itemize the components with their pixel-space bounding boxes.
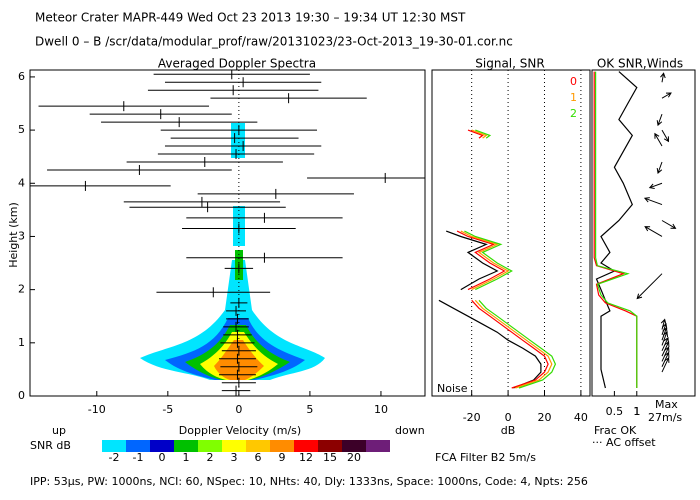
- x-tick-label: -10: [88, 403, 106, 416]
- label: SNR dB: [30, 439, 71, 452]
- colorbar-box: [366, 440, 390, 452]
- y-tick-label: 0: [18, 389, 25, 402]
- colorbar-label: 6: [255, 451, 262, 464]
- colorbar-label: 1: [183, 451, 190, 464]
- header-line: Dwell 0 – B /scr/data/modular_prof/raw/2…: [35, 35, 513, 49]
- wind-arrow: [661, 336, 669, 352]
- signal-line: [438, 230, 542, 389]
- x-tick-label: 1: [634, 405, 641, 418]
- x-tick-label: 40: [574, 411, 588, 424]
- colorbar-label: 9: [279, 451, 286, 464]
- label: Noise: [437, 382, 468, 395]
- y-tick-label: 1: [18, 336, 25, 349]
- y-tick-label: 5: [18, 123, 25, 136]
- legend-entry: 1: [570, 91, 577, 104]
- colorbar-box: [318, 440, 342, 452]
- panel-title: Signal, SNR: [475, 57, 544, 71]
- wind-arrow: [644, 226, 663, 237]
- wind-arrow: [661, 351, 670, 367]
- colorbar-box: [198, 440, 222, 452]
- colorbar-box: [246, 440, 270, 452]
- header-line: Meteor Crater MAPR-449 Wed Oct 23 2013 1…: [35, 11, 466, 25]
- colorbar-label: 15: [323, 451, 337, 464]
- x-tick-label: 1: [633, 405, 640, 418]
- y-axis-label: Height (km): [7, 202, 20, 268]
- label: FCA Filter B2 5m/s: [435, 451, 536, 464]
- x-axis-label: Doppler Velocity (m/s): [179, 424, 301, 437]
- colorbar-label: 12: [299, 451, 313, 464]
- x-tick-label: 20: [537, 411, 551, 424]
- signal-line: [460, 129, 553, 389]
- wind-arrow: [636, 273, 663, 300]
- x-tick-label: 10: [374, 403, 388, 416]
- colorbar-label: -1: [133, 451, 144, 464]
- colorbar-label: 20: [347, 451, 361, 464]
- y-tick-label: 4: [18, 176, 25, 189]
- label: Max: [655, 398, 678, 411]
- legend-entry: 0: [570, 75, 577, 88]
- label: ··· AC offset: [592, 436, 656, 449]
- footer: IPP: 53μs, PW: 1000ns, NCI: 60, NSpec: 1…: [30, 475, 588, 488]
- panel-frame: [29, 69, 426, 397]
- colorbar-box: [222, 440, 246, 452]
- colorbar-box: [342, 440, 366, 452]
- signal-line: [464, 129, 557, 389]
- label: 27m/s: [648, 411, 682, 424]
- colorbar-label: 2: [207, 451, 214, 464]
- x-tick-label: 0: [505, 411, 512, 424]
- colorbar-label: 0: [159, 451, 166, 464]
- wind-arrow: [661, 346, 670, 362]
- panel-frame: [431, 69, 591, 397]
- wind-arrow: [660, 72, 666, 83]
- frac-ok-line: [593, 71, 638, 388]
- x-axis-label: dB: [501, 424, 516, 437]
- wind-arrow: [643, 197, 663, 206]
- panel-title: Averaged Doppler Spectra: [158, 57, 316, 71]
- y-tick-label: 6: [18, 70, 25, 83]
- colorbar-box: [174, 440, 198, 452]
- wind-arrow: [661, 220, 677, 229]
- wind-arrow: [661, 92, 672, 99]
- x-tick-label: 5: [306, 403, 313, 416]
- snr-line: [595, 71, 638, 389]
- wind-arrow: [648, 182, 663, 189]
- y-tick-label: 2: [18, 283, 25, 296]
- wind-arrow: [654, 132, 663, 147]
- wind-arrow: [660, 318, 667, 330]
- colorbar-box: [126, 440, 150, 452]
- wind-arrow: [656, 113, 663, 127]
- colorbar-box: [270, 440, 294, 452]
- wind-arrow: [656, 161, 663, 174]
- panel-title: OK SNR,Winds: [597, 57, 683, 71]
- colorbar-box: [102, 440, 126, 452]
- colorbar-label: 3: [231, 451, 238, 464]
- wind-arrow: [661, 129, 670, 143]
- x-tick-label: -20: [463, 411, 481, 424]
- colorbar-label: -2: [109, 451, 120, 464]
- label: up: [52, 424, 66, 437]
- label: Frac OK: [594, 424, 637, 437]
- frac-ok-line: [595, 71, 638, 388]
- y-tick-label: 3: [18, 229, 25, 242]
- legend-entry: 2: [570, 107, 577, 120]
- signal-line: [456, 129, 549, 389]
- x-tick-label: 0.5: [606, 405, 624, 418]
- colorbar-box: [294, 440, 318, 452]
- colorbar-box: [150, 440, 174, 452]
- x-tick-label: 0: [235, 403, 242, 416]
- panel-frame: [591, 69, 696, 397]
- label: down: [395, 424, 425, 437]
- x-tick-label: -5: [162, 403, 173, 416]
- wind-arrow: [661, 356, 670, 373]
